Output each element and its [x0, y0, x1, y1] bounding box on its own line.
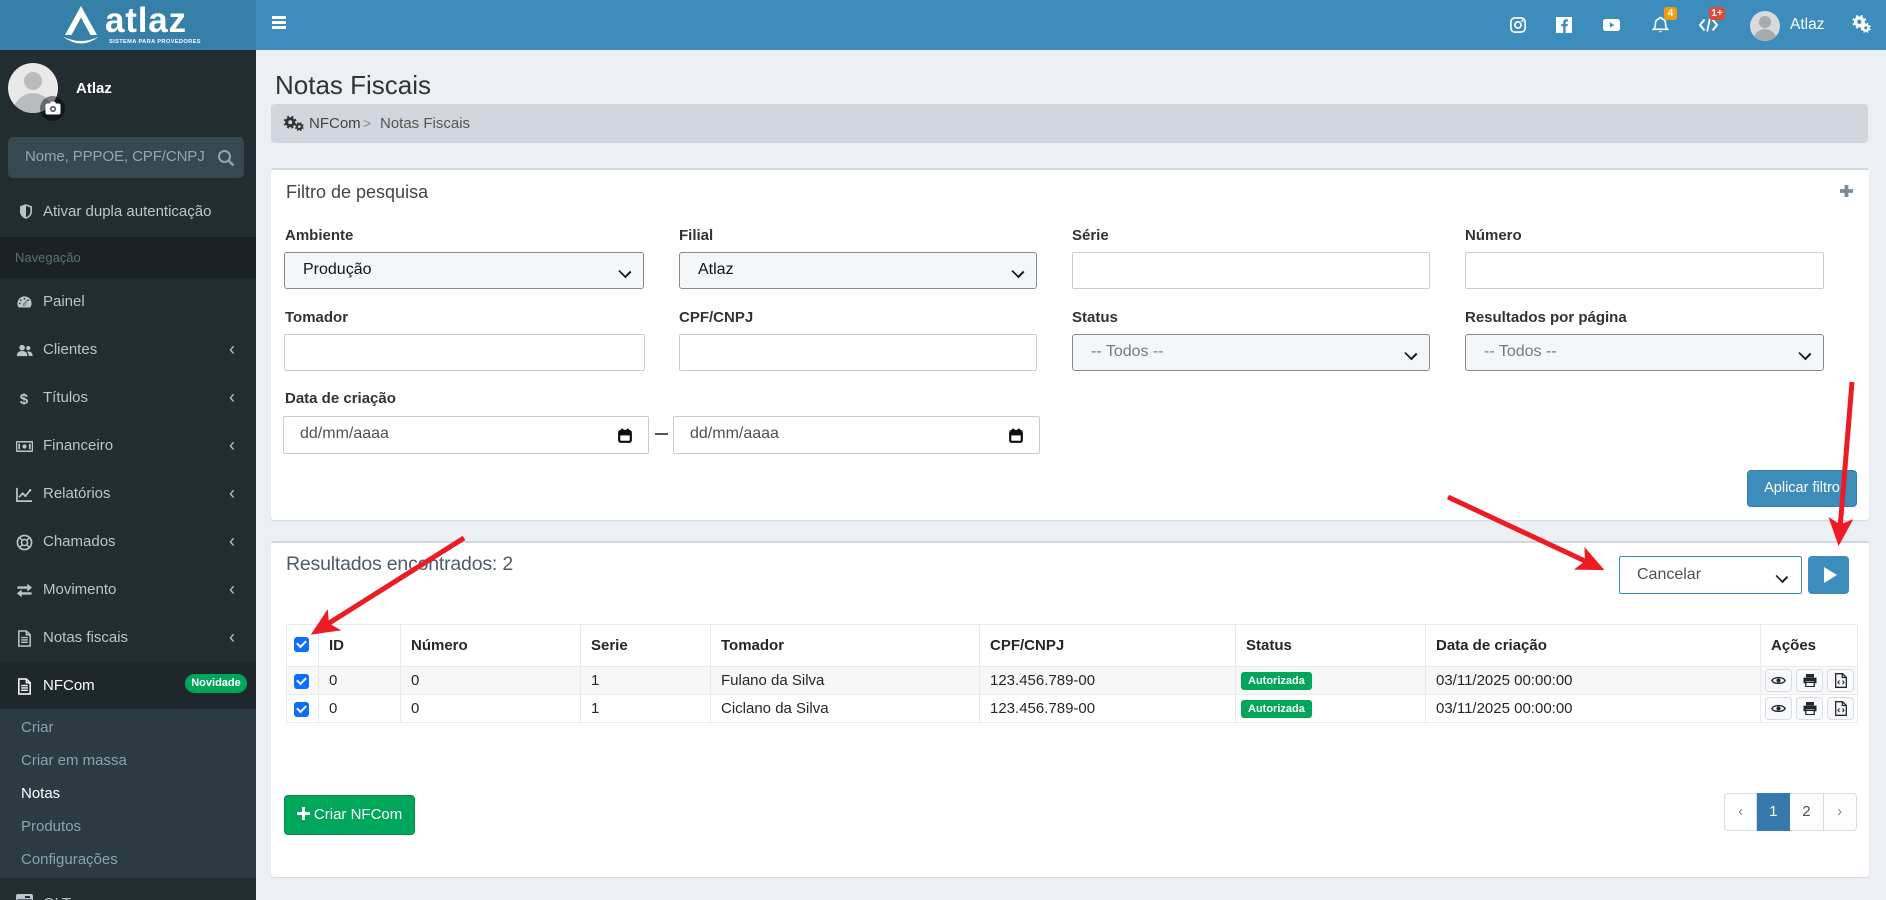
svg-text:$: $ — [20, 391, 29, 407]
